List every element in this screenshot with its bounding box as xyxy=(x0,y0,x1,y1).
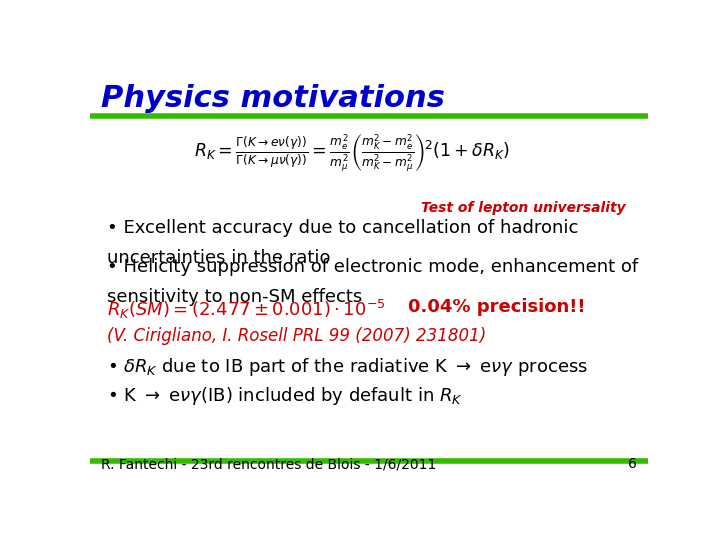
Text: $R_K(SM) = (2.477 \pm 0.001) \cdot 10^{-5}$: $R_K(SM) = (2.477 \pm 0.001) \cdot 10^{-… xyxy=(107,298,385,321)
Text: • Excellent accuracy due to cancellation of hadronic: • Excellent accuracy due to cancellation… xyxy=(107,219,578,237)
Text: 0.04% precision!!: 0.04% precision!! xyxy=(408,298,585,316)
Text: Test of lepton universality: Test of lepton universality xyxy=(421,201,626,215)
Text: sensitivity to non-SM effects: sensitivity to non-SM effects xyxy=(107,288,362,306)
Text: R. Fantechi - 23rd rencontres de Blois - 1/6/2011: R. Fantechi - 23rd rencontres de Blois -… xyxy=(101,457,436,471)
Text: 6: 6 xyxy=(628,457,637,471)
Text: • K $\rightarrow$ e$\nu\gamma$(IB) included by default in $R_K$: • K $\rightarrow$ e$\nu\gamma$(IB) inclu… xyxy=(107,385,463,407)
Text: • Helicity suppression of electronic mode, enhancement of: • Helicity suppression of electronic mod… xyxy=(107,258,638,276)
Text: Physics motivations: Physics motivations xyxy=(101,84,445,112)
Text: uncertainties in the ratio: uncertainties in the ratio xyxy=(107,248,330,267)
Text: • $\delta R_K$ due to IB part of the radiative K $\rightarrow$ e$\nu\gamma$ proc: • $\delta R_K$ due to IB part of the rad… xyxy=(107,356,588,378)
Text: $R_K = \frac{\Gamma(K \rightarrow e\nu(\gamma))}{\Gamma(K \rightarrow \mu\nu(\ga: $R_K = \frac{\Gamma(K \rightarrow e\nu(\… xyxy=(194,133,510,176)
Text: (V. Cirigliano, I. Rosell PRL 99 (2007) 231801): (V. Cirigliano, I. Rosell PRL 99 (2007) … xyxy=(107,327,486,345)
